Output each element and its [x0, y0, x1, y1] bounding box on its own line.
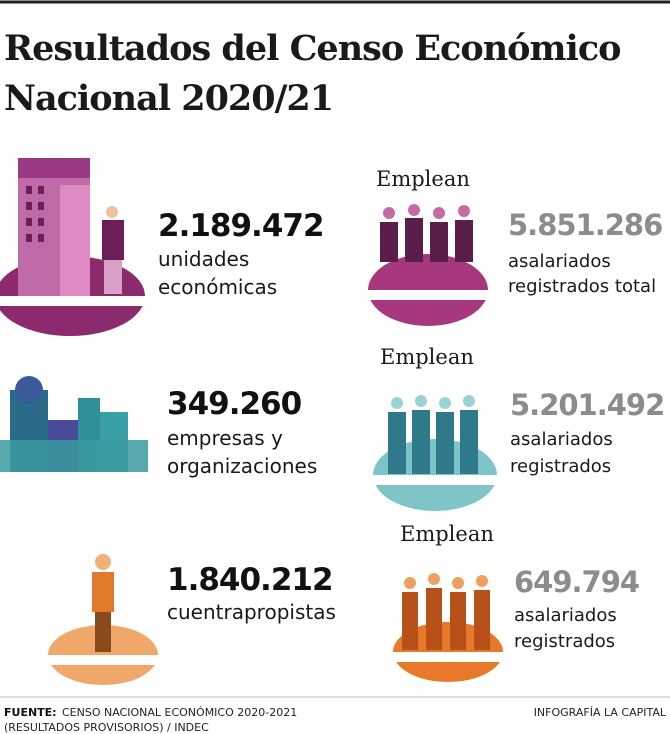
- title-line: Nacional 2020/21: [4, 78, 333, 119]
- employee-label: asalariados: [510, 429, 613, 450]
- employee-label: registrados total: [508, 276, 656, 297]
- title-line: Resultados del Censo Económico: [4, 28, 621, 69]
- workers-illustration: [360, 204, 500, 326]
- worker-illustration: [40, 554, 170, 685]
- employee-count: 5.851.286: [508, 208, 662, 242]
- source-label: FUENTE:: [4, 706, 57, 719]
- credit: INFOGRAFÍA LA CAPITAL: [534, 706, 667, 719]
- count-label: cuentrapropistas: [167, 600, 336, 624]
- employee-label: asalariados: [514, 605, 617, 626]
- workers-illustration: [385, 573, 515, 682]
- employee-count: 649.794: [514, 565, 639, 599]
- count-label: organizaciones: [167, 454, 317, 478]
- count: 1.840.212: [167, 562, 333, 598]
- count-label: unidades: [158, 247, 249, 271]
- count: 2.189.472: [158, 208, 324, 244]
- employee-label: asalariados: [508, 251, 611, 272]
- employee-label: registrados: [514, 631, 615, 652]
- count: 349.260: [167, 386, 302, 422]
- heading: Emplean: [400, 522, 494, 546]
- source-text: CENSO NACIONAL ECONÓMICO 2020-2021: [62, 706, 297, 719]
- city-illustration: [0, 376, 148, 472]
- buildings-illustration: [0, 158, 160, 336]
- count-label: empresas y: [167, 426, 283, 450]
- heading: Emplean: [380, 345, 474, 369]
- figures: 2.189.472 unidades económicas Emplean 5.851.…: [158, 167, 665, 652]
- workers-illustration: [370, 395, 510, 511]
- source-text: (RESULTADOS PROVISORIOS) / INDEC: [4, 721, 209, 734]
- count-label: económicas: [158, 275, 277, 299]
- heading: Emplean: [376, 167, 470, 191]
- employee-label: registrados: [510, 456, 611, 477]
- employee-count: 5.201.492: [510, 388, 664, 422]
